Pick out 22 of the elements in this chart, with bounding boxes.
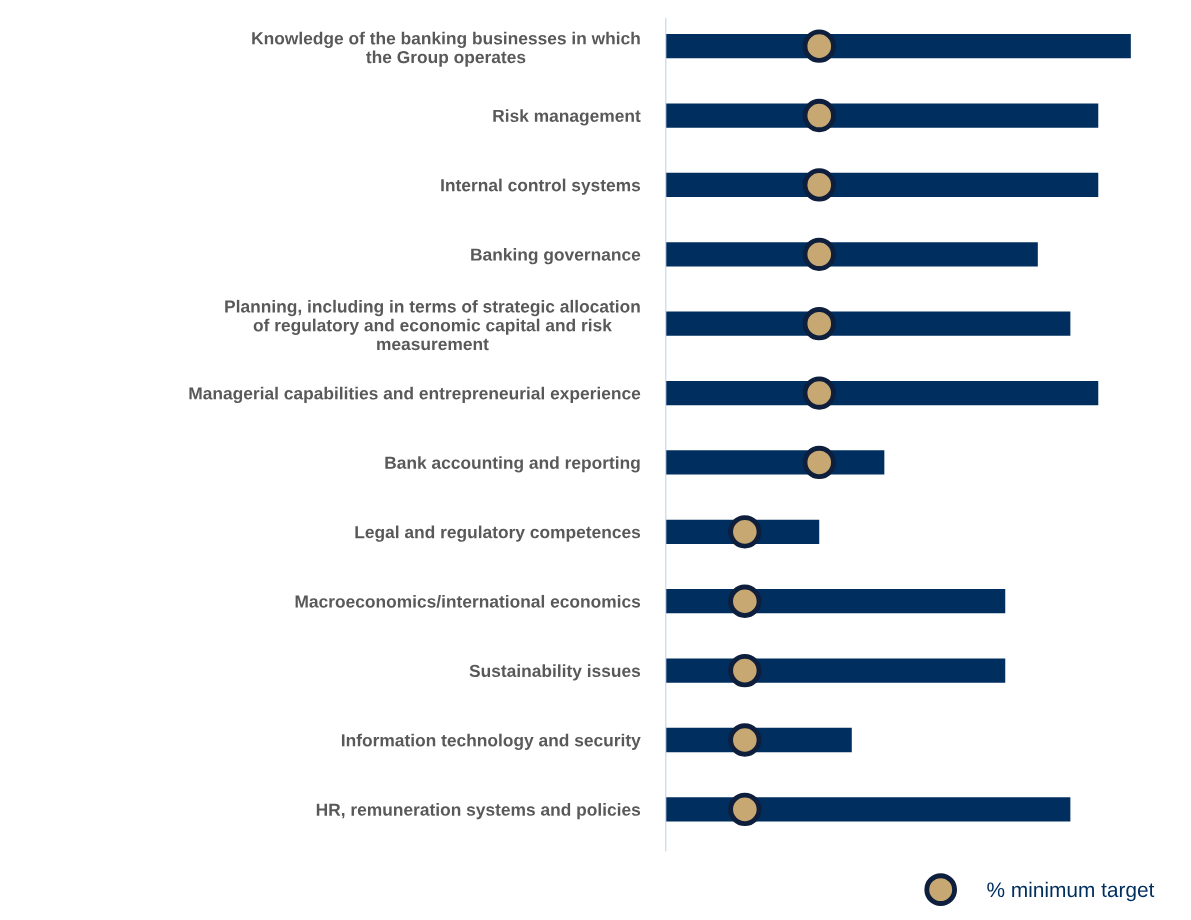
- y-tick-label: Information technology and security: [341, 733, 641, 750]
- y-tick-label: Planning, including in terms of strategic allocation of regulatory and economic capital and risk measurement: [225, 299, 640, 351]
- y-tick-label: Macroeconomics/international economics: [295, 594, 641, 608]
- legend-label: % minimum target: [987, 881, 1155, 902]
- bar: [665, 242, 1038, 267]
- y-tick-label: Legal and regulatory competences: [355, 525, 641, 542]
- y-tick-label: Banking governance: [471, 248, 641, 265]
- y-tick-label: Internal control systems: [441, 178, 641, 195]
- y-tick-label: Managerial capabilities and entrepreneurial experience: [189, 386, 641, 404]
- bar: [665, 34, 1131, 59]
- bar: [665, 172, 1099, 198]
- y-tick-label: Sustainability issues: [469, 664, 641, 681]
- y-tick-label: Risk management: [493, 109, 641, 126]
- bar: [665, 380, 1099, 406]
- bar: [665, 103, 1099, 128]
- bar: [665, 658, 1006, 683]
- y-tick-label: Knowledge of the banking businesses in which the Group operates: [252, 31, 640, 67]
- bar: [665, 311, 1071, 336]
- bar: [665, 589, 1006, 614]
- y-tick-label: HR, remuneration systems and policies: [316, 803, 641, 820]
- bar: [665, 797, 1071, 822]
- y-tick-label: Bank accounting and reporting: [385, 456, 640, 473]
